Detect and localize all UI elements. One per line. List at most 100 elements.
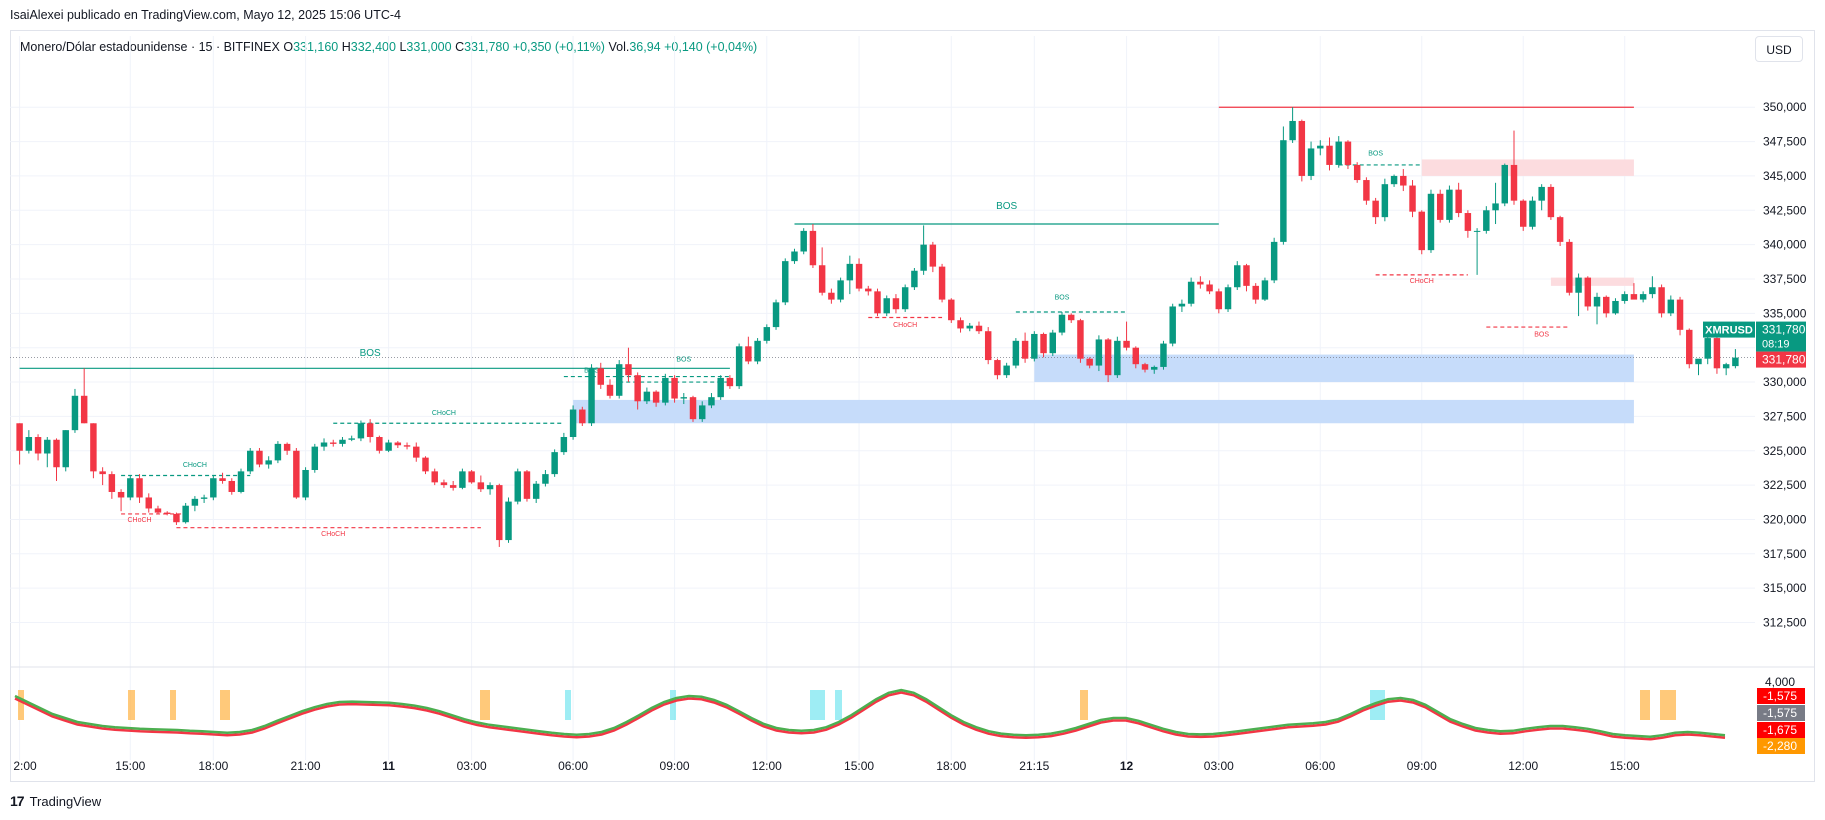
y-tick-label: 327,500: [1763, 409, 1807, 423]
chart-frame: [10, 30, 1815, 782]
oscillator-badge: [1757, 738, 1805, 754]
candle: [422, 457, 429, 472]
oscillator-signal-bar: [1640, 690, 1650, 720]
candle: [1427, 193, 1435, 251]
candle: [1307, 148, 1315, 176]
candle: [643, 391, 651, 402]
candle: [800, 230, 807, 252]
candle: [957, 320, 964, 329]
candle: [634, 375, 641, 402]
candle: [90, 423, 97, 472]
y-tick-label: 312,500: [1763, 616, 1807, 630]
candle: [53, 439, 60, 468]
candle: [1289, 120, 1296, 141]
candle: [80, 395, 88, 424]
candle: [1215, 291, 1223, 310]
y-tick-label: 350,000: [1763, 100, 1807, 114]
candle: [1436, 193, 1444, 220]
y-tick-label: 340,000: [1763, 238, 1807, 252]
candle: [219, 478, 226, 481]
candle: [726, 377, 734, 387]
candle: [975, 325, 983, 332]
candle: [357, 423, 365, 439]
candle: [542, 474, 549, 484]
candle: [1630, 294, 1638, 300]
candle: [579, 409, 586, 424]
candle: [717, 377, 724, 398]
countdown-label: 08:19: [1762, 339, 1790, 351]
price-chart[interactable]: BOSBOSBOSBOSBOSBOSCHoCHCHoCHCHoCHCHoCHCH…: [0, 0, 1825, 790]
symbol-description[interactable]: Monero/Dólar estadounidense · 15 · BITFI…: [20, 40, 280, 54]
candle: [127, 478, 134, 498]
candle: [597, 368, 604, 385]
candle: [1658, 287, 1665, 314]
candle: [154, 508, 162, 513]
candle: [1621, 294, 1628, 301]
high-label: H: [341, 40, 351, 54]
candle: [828, 292, 835, 300]
candle: [1695, 358, 1702, 365]
price-change: +0,350 (+0,11%): [512, 40, 605, 54]
candle: [274, 443, 282, 461]
candle: [136, 478, 143, 498]
candle: [1280, 140, 1287, 242]
candle: [34, 437, 42, 454]
candle: [588, 368, 595, 424]
candle: [1363, 180, 1370, 201]
candle: [1344, 141, 1352, 165]
candle: [25, 437, 33, 451]
candle: [505, 501, 512, 541]
x-tick-label: 21:15: [1019, 759, 1049, 773]
candle: [782, 261, 789, 303]
oscillator-signal-bar: [835, 690, 842, 720]
candle: [763, 327, 771, 341]
candle: [200, 497, 208, 499]
candle: [1722, 364, 1730, 369]
currency-button[interactable]: USD: [1755, 36, 1803, 62]
oscillator-signal-line: [14, 691, 1726, 741]
x-tick-label: 12:00: [752, 759, 782, 773]
candle: [1040, 333, 1047, 354]
candle: [699, 405, 706, 420]
candle: [1031, 333, 1038, 359]
candle: [1686, 329, 1693, 365]
structure-label: BOS: [996, 201, 1017, 212]
candle: [1104, 339, 1112, 376]
candle: [173, 513, 180, 523]
volume-value: 36,94: [629, 40, 661, 54]
y-tick-label: 330,000: [1763, 375, 1807, 389]
oscillator-signal-bar: [480, 690, 490, 720]
candle: [413, 446, 420, 458]
candle: [302, 469, 309, 498]
candle: [846, 263, 854, 281]
x-tick-label: 12: [1120, 759, 1134, 773]
candle: [320, 442, 328, 447]
candle: [1704, 338, 1711, 359]
demand-zone: [573, 399, 1634, 424]
candle: [708, 397, 715, 406]
candle: [1141, 364, 1149, 370]
candle: [920, 244, 927, 271]
candle: [348, 438, 355, 440]
candle: [182, 505, 189, 523]
candle: [1409, 185, 1416, 212]
candle: [496, 485, 503, 541]
x-tick-label: 03:00: [1204, 759, 1234, 773]
x-tick-label: 2:00: [13, 759, 37, 773]
x-tick-label: 03:00: [457, 759, 487, 773]
candle: [901, 287, 909, 310]
symbol-badge-label: XMRUSD: [1705, 325, 1753, 337]
candle: [1086, 358, 1093, 366]
candle: [283, 443, 291, 451]
footer-brand[interactable]: 17 TradingView: [10, 793, 101, 809]
x-tick-label: 11: [382, 759, 395, 773]
candle: [911, 270, 918, 288]
structure-label: CHoCH: [183, 462, 207, 469]
oscillator-badge-label: -1,675: [1763, 723, 1797, 737]
candle: [191, 498, 199, 506]
candle: [883, 298, 890, 314]
y-tick-label: 320,000: [1763, 512, 1807, 526]
candle: [1151, 366, 1158, 370]
y-tick-label: 317,500: [1763, 547, 1807, 561]
structure-label: CHoCH: [1410, 278, 1434, 285]
